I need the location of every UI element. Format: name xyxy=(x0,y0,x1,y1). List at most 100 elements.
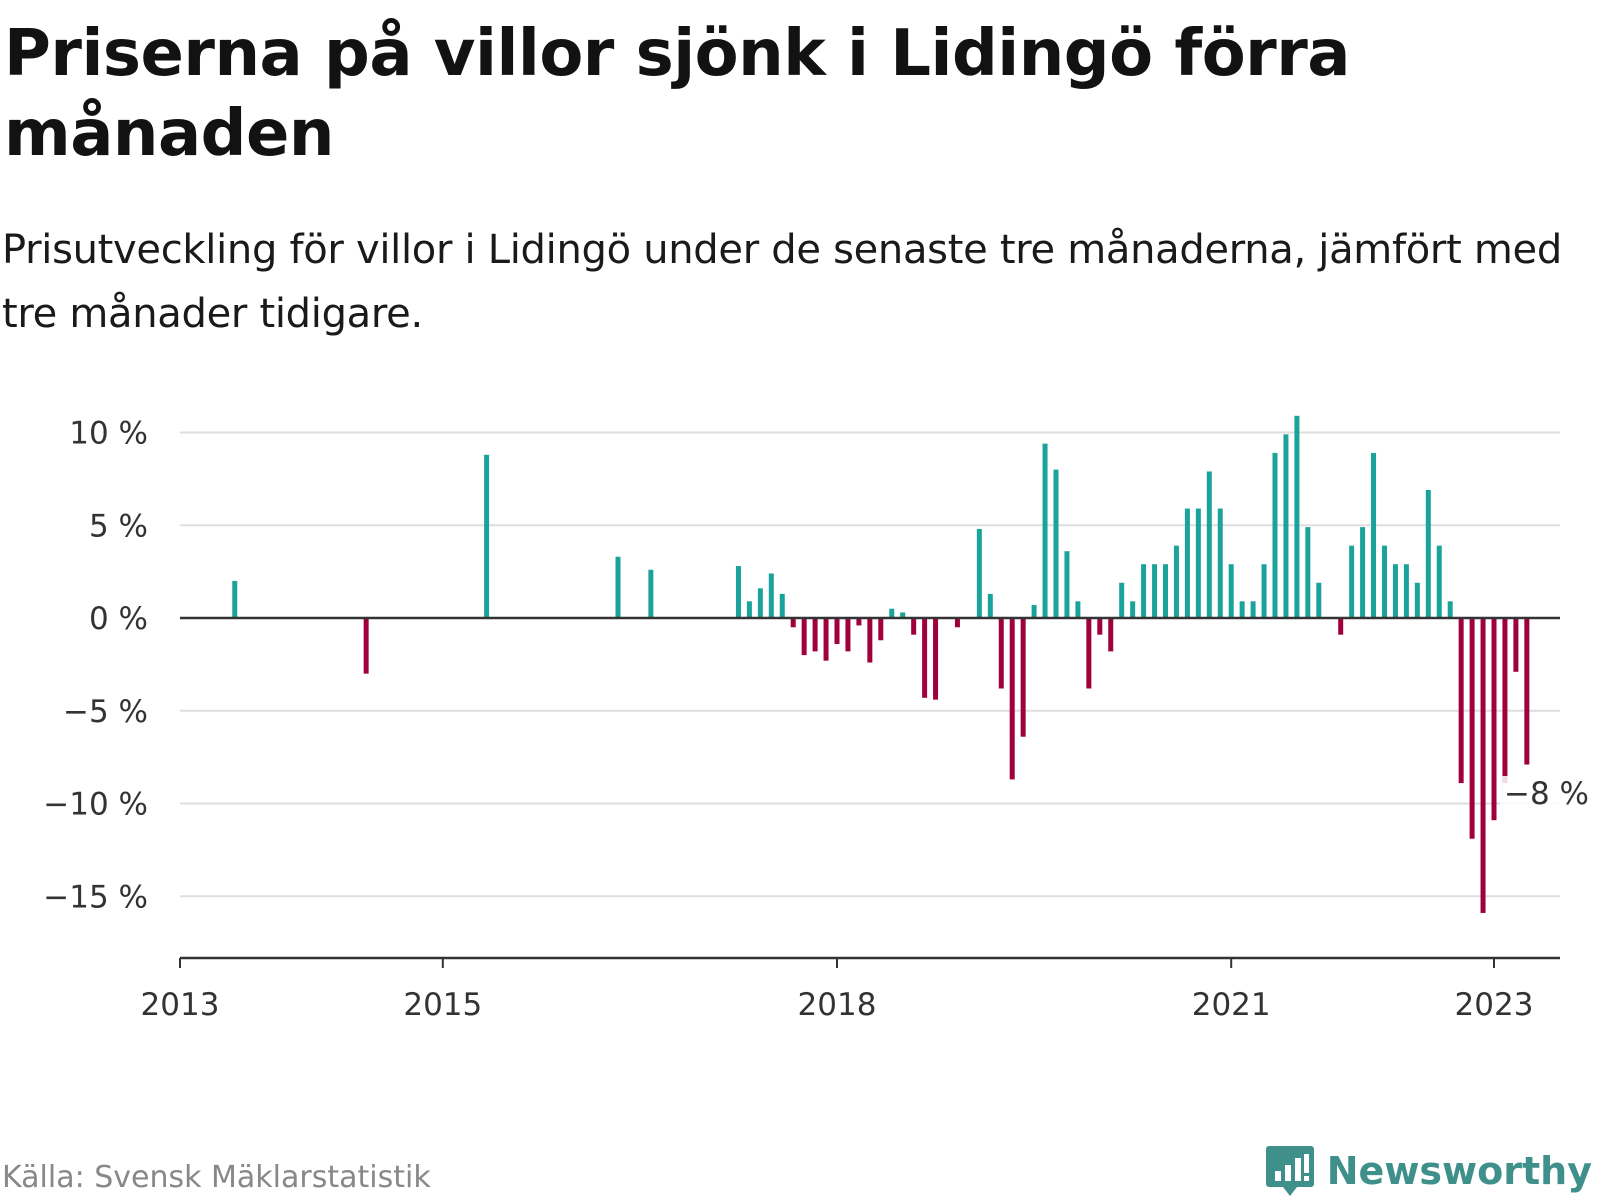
annotation: −8 % xyxy=(1500,776,1589,812)
x-tick-label: 2013 xyxy=(141,987,220,1023)
x-tick-label: 2018 xyxy=(798,987,877,1023)
bar xyxy=(1064,551,1070,618)
bar xyxy=(735,566,741,618)
gridlines xyxy=(180,431,1560,898)
bar xyxy=(801,618,807,656)
bar xyxy=(1403,564,1409,618)
bar xyxy=(1294,415,1300,618)
annotation-label: −8 % xyxy=(1504,776,1589,812)
bar xyxy=(1283,434,1289,618)
bar xyxy=(1119,582,1125,618)
bar xyxy=(1053,469,1059,618)
bar xyxy=(1130,601,1136,618)
bar xyxy=(933,618,939,700)
bar xyxy=(878,618,884,641)
bar xyxy=(911,618,917,635)
y-tick-label: 10 % xyxy=(69,416,148,452)
bar xyxy=(484,454,490,618)
tick-labels: 10 % 5 % 0 % −5 % −10 % −15 % 2013 2015 2018 2021… xyxy=(43,416,1533,1024)
bar-chart: 10 % 5 % 0 % −5 % −10 % −15 % 2013 2015 2018 2021… xyxy=(43,415,1589,1024)
x-tick-label: 2023 xyxy=(1455,987,1534,1023)
bar xyxy=(232,580,238,618)
bar xyxy=(900,612,906,618)
bar xyxy=(1524,618,1530,765)
bar xyxy=(1458,618,1464,784)
bar xyxy=(1239,601,1245,618)
bar xyxy=(1371,452,1377,618)
bar xyxy=(1141,564,1147,618)
chart-subtitle: Prisutveckling för villor i Lidingö unde… xyxy=(2,227,1562,337)
bar xyxy=(1195,508,1201,618)
axes xyxy=(179,616,1560,968)
bar xyxy=(889,608,895,618)
bar xyxy=(1338,618,1344,635)
bar xyxy=(1075,601,1081,618)
annotation-background xyxy=(1500,776,1582,812)
bar xyxy=(1425,490,1431,618)
bar xyxy=(615,556,621,618)
bar xyxy=(845,618,851,652)
bar xyxy=(1206,471,1212,618)
bar xyxy=(1272,452,1278,618)
bar xyxy=(1392,564,1398,618)
y-tick-label: −5 % xyxy=(63,694,148,730)
bar xyxy=(954,618,960,628)
bar xyxy=(1469,618,1475,839)
bar xyxy=(1261,564,1267,618)
bar xyxy=(1173,545,1179,618)
bar xyxy=(812,618,818,652)
bar xyxy=(768,573,774,618)
bar xyxy=(1217,508,1223,618)
bar xyxy=(1184,508,1190,618)
bar xyxy=(1042,443,1048,618)
bar xyxy=(648,569,654,618)
y-tick-label: 5 % xyxy=(89,508,148,544)
bar xyxy=(1491,618,1497,821)
bar xyxy=(1086,618,1092,689)
bar xyxy=(746,601,752,618)
bar xyxy=(987,593,993,618)
bar xyxy=(1097,618,1103,635)
bar xyxy=(1152,564,1158,618)
x-tick-label: 2015 xyxy=(403,987,482,1023)
bar xyxy=(1414,582,1420,618)
bar xyxy=(976,528,982,618)
source-note: Källa: Svensk Mäklarstatistik xyxy=(2,1160,431,1195)
bar xyxy=(1305,527,1311,618)
bar xyxy=(1349,545,1355,618)
y-tick-label: −10 % xyxy=(43,787,148,823)
x-tick-label: 2021 xyxy=(1192,987,1271,1023)
bar xyxy=(1502,618,1508,784)
bar xyxy=(1382,545,1387,618)
bar xyxy=(779,593,785,618)
bar xyxy=(790,618,796,628)
brand-name: Newsworthy xyxy=(1326,1149,1592,1193)
chart-title: Priserna på villor sjönk i Lidingö förra… xyxy=(4,17,1350,171)
bar xyxy=(1250,601,1256,618)
bar xyxy=(1480,618,1486,913)
newsworthy-logo-icon xyxy=(1265,1146,1314,1196)
brand-logo: Newsworthy xyxy=(1265,1144,1592,1198)
bar xyxy=(1360,527,1366,618)
bar xyxy=(1228,564,1234,618)
bar xyxy=(1020,618,1026,737)
bar xyxy=(867,618,873,663)
bar xyxy=(1163,564,1168,618)
y-tick-label: −15 % xyxy=(43,879,148,915)
bar xyxy=(1436,545,1442,618)
bars xyxy=(232,415,1530,913)
bar xyxy=(823,618,829,661)
bar xyxy=(1447,601,1453,618)
bar xyxy=(922,618,928,698)
bar xyxy=(1108,618,1114,652)
bar xyxy=(1031,605,1037,618)
bar xyxy=(757,588,763,618)
y-tick-label: 0 % xyxy=(89,601,148,637)
bar xyxy=(998,618,1004,689)
bar xyxy=(834,618,840,644)
bar xyxy=(1009,618,1015,780)
bar xyxy=(363,618,369,674)
bar xyxy=(1513,618,1519,672)
bar xyxy=(856,618,862,626)
bar xyxy=(1316,582,1322,618)
